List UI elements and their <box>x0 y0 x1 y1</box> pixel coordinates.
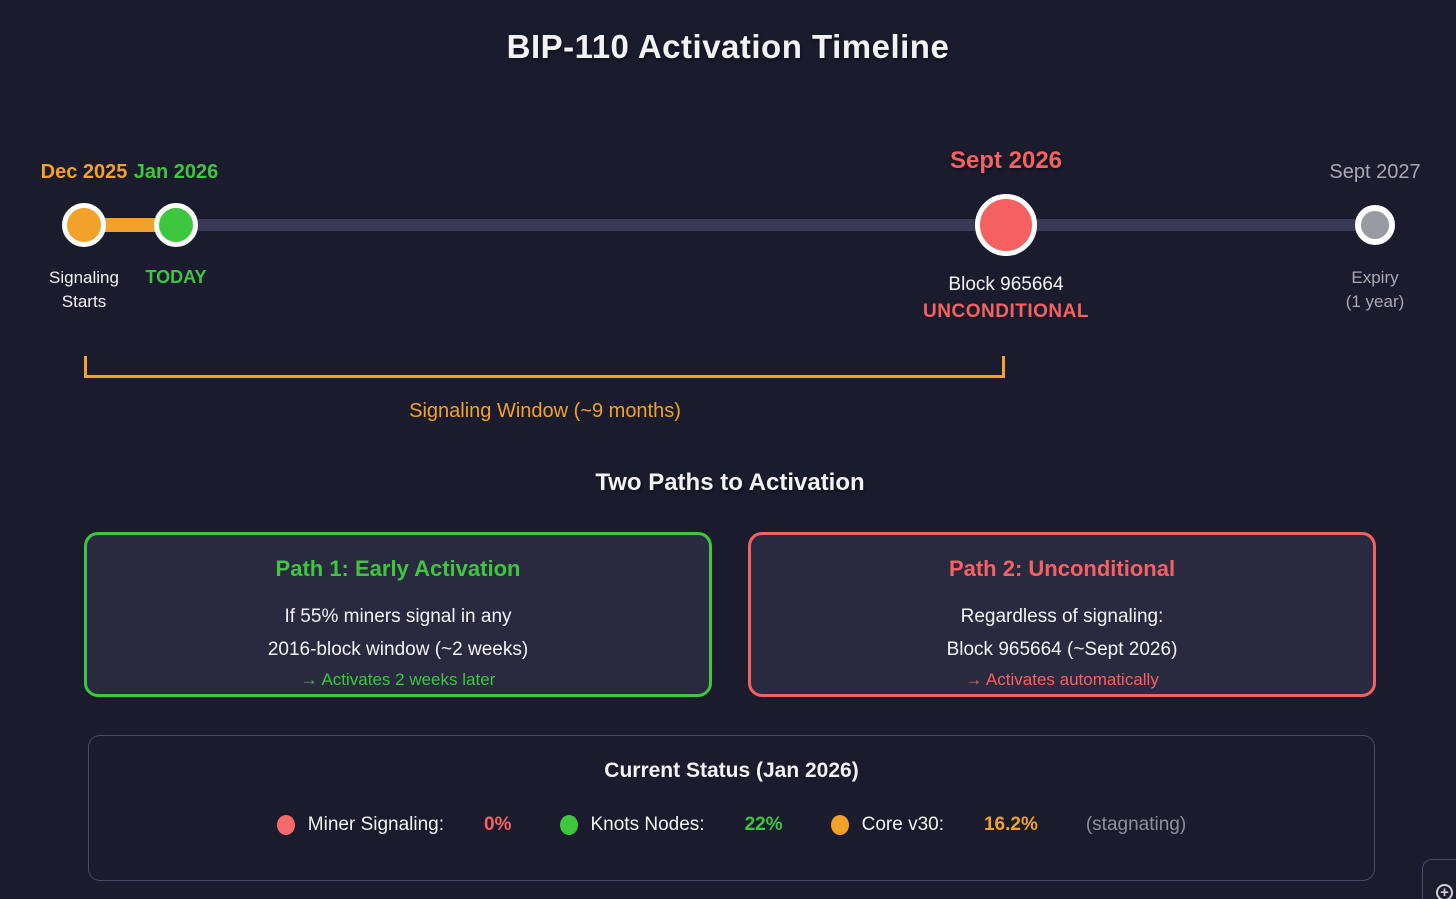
timeline-node-today <box>154 203 198 247</box>
current-status-panel: Current Status (Jan 2026) Miner Signalin… <box>88 735 1375 881</box>
orange-dot-icon <box>830 815 849 835</box>
status-item-miner-signaling: Miner Signaling: 0% <box>276 814 512 836</box>
date-label-sept-2027: Sept 2027 <box>1329 161 1421 183</box>
node-caption-signaling-starts: Signaling Starts <box>49 266 119 314</box>
status-label: Miner Signaling: <box>307 814 445 835</box>
node-caption-today: TODAY <box>145 267 207 287</box>
node-caption-line: Starts <box>61 292 107 311</box>
signaling-window-label: Signaling Window (~9 months) <box>409 400 681 422</box>
zoom-in-icon[interactable]: + <box>1436 884 1453 899</box>
path-card-unconditional: Path 2: Unconditional Regardless of sign… <box>748 532 1376 697</box>
date-label-jan-2026: Jan 2026 <box>133 161 219 183</box>
status-heading: Current Status (Jan 2026) <box>604 759 859 782</box>
red-dot-icon <box>276 815 295 835</box>
timeline-node-expiry <box>1355 205 1395 245</box>
status-item-knots-nodes: Knots Nodes: 22% <box>559 814 783 836</box>
status-label: Knots Nodes: <box>590 814 705 835</box>
date-label-dec-2025: Dec 2025 <box>40 161 128 183</box>
node-caption-line: Signaling <box>49 268 119 287</box>
status-value: 16.2% <box>983 814 1038 835</box>
path-card-line: If 55% miners signal in any <box>284 606 512 627</box>
path-card-result: → Activates automatically <box>965 670 1159 689</box>
image-zoom-panel[interactable]: + <box>1422 859 1456 899</box>
path-card-result: → Activates 2 weeks later <box>300 670 496 689</box>
path-card-title: Path 1: Early Activation <box>275 556 521 581</box>
node-caption-line: Expiry <box>1351 268 1399 287</box>
timeline-signaling-segment <box>84 218 176 232</box>
signaling-window-bracket <box>84 356 1005 378</box>
node-caption-block-height: Block 965664 <box>948 274 1064 295</box>
status-row: Miner Signaling: 0% Knots Nodes: 22% Cor… <box>89 814 1374 836</box>
paths-section-heading: Two Paths to Activation <box>595 469 865 496</box>
timeline-node-signaling-starts <box>62 203 106 247</box>
node-caption-line: (1 year) <box>1345 292 1405 311</box>
path-card-line: 2016-block window (~2 weeks) <box>267 639 529 660</box>
path-card-line: Regardless of signaling: <box>960 606 1164 627</box>
path-card-early-activation: Path 1: Early Activation If 55% miners s… <box>84 532 712 697</box>
path-card-title: Path 2: Unconditional <box>948 556 1176 581</box>
path-card-line: Block 965664 (~Sept 2026) <box>946 639 1178 660</box>
status-value: 22% <box>744 814 783 835</box>
date-label-sept-2026: Sept 2026 <box>949 147 1063 174</box>
node-caption-unconditional: UNCONDITIONAL <box>923 301 1089 322</box>
timeline-node-unconditional <box>975 194 1037 256</box>
green-dot-icon <box>559 815 578 835</box>
status-item-core-v30: Core v30: 16.2% <box>830 814 1038 836</box>
status-label: Core v30: <box>861 814 944 835</box>
timeline-track <box>176 219 1375 231</box>
node-caption-expiry: Expiry (1 year) <box>1346 266 1405 314</box>
status-note: (stagnating) <box>1085 814 1187 835</box>
page-title: BIP-110 Activation Timeline <box>506 28 950 65</box>
status-value: 0% <box>484 814 512 835</box>
